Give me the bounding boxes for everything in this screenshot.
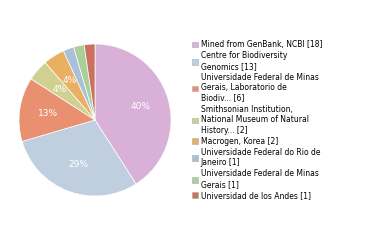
Wedge shape bbox=[63, 47, 95, 120]
Wedge shape bbox=[31, 63, 95, 120]
Text: 29%: 29% bbox=[68, 160, 89, 169]
Text: 13%: 13% bbox=[38, 109, 59, 118]
Wedge shape bbox=[19, 79, 95, 141]
Text: 4%: 4% bbox=[62, 76, 77, 85]
Legend: Mined from GenBank, NCBI [18], Centre for Biodiversity
Genomics [13], Universida: Mined from GenBank, NCBI [18], Centre fo… bbox=[190, 39, 324, 201]
Wedge shape bbox=[95, 44, 171, 184]
Wedge shape bbox=[84, 44, 95, 120]
Wedge shape bbox=[45, 51, 95, 120]
Text: 40%: 40% bbox=[130, 102, 150, 111]
Wedge shape bbox=[74, 45, 95, 120]
Text: 4%: 4% bbox=[52, 85, 66, 94]
Wedge shape bbox=[22, 120, 136, 196]
